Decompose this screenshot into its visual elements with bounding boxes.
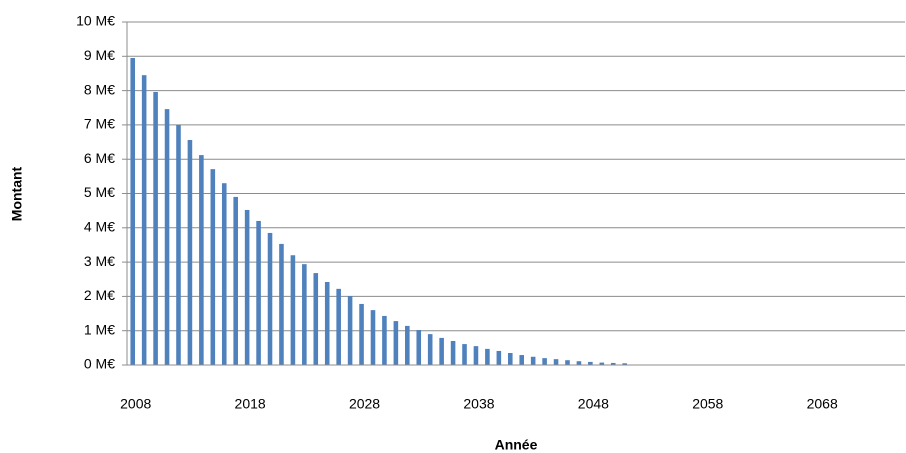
bar: [324, 281, 330, 365]
bar: [244, 209, 250, 365]
bar: [553, 359, 559, 365]
bar: [279, 243, 284, 365]
bar: [302, 264, 307, 365]
bar: [439, 337, 444, 365]
y-tick-label: 1 M€: [84, 321, 115, 337]
x-tick-label: 2068: [807, 396, 838, 412]
bar: [610, 362, 616, 365]
bar: [393, 321, 399, 365]
y-tick-label: 8 M€: [84, 81, 115, 97]
bar: [199, 155, 204, 365]
bar: [210, 169, 216, 365]
bar: [565, 360, 570, 365]
bar: [313, 273, 319, 365]
bar: [176, 124, 181, 366]
bar: [576, 361, 582, 365]
bar: [530, 356, 536, 365]
bar: [496, 350, 502, 365]
bar: [427, 334, 433, 365]
bar: [153, 91, 158, 366]
bar: [359, 303, 364, 365]
bar: [347, 296, 353, 365]
x-tick-label: 2028: [349, 396, 380, 412]
bar: [130, 58, 136, 365]
y-tick-label: 3 M€: [84, 253, 115, 269]
x-tick-label: 2048: [578, 396, 609, 412]
bar: [507, 352, 513, 365]
bar: [599, 362, 605, 365]
bar: [256, 220, 261, 365]
bar: [542, 358, 547, 365]
bar: [290, 255, 296, 365]
bar: [164, 109, 170, 365]
bar: [485, 348, 490, 365]
x-tick-label: 2038: [463, 396, 494, 412]
bar: [462, 344, 467, 365]
y-tick-label: 7 M€: [84, 116, 115, 132]
y-tick-label: 9 M€: [84, 47, 115, 63]
bar: [519, 355, 525, 365]
bar: [588, 361, 593, 365]
bar: [221, 183, 227, 365]
x-axis-title: Année: [495, 437, 538, 453]
y-tick-label: 6 M€: [84, 150, 115, 166]
y-tick-label: 10 M€: [76, 13, 115, 29]
bar: [622, 363, 627, 365]
bar: [233, 196, 238, 365]
y-tick-label: 5 M€: [84, 184, 115, 200]
x-tick-label: 2058: [692, 396, 723, 412]
y-tick-label: 4 M€: [84, 219, 115, 235]
y-axis-title: Montant: [9, 166, 25, 221]
bar: [473, 346, 479, 365]
y-tick-label: 2 M€: [84, 287, 115, 303]
bar: [416, 330, 422, 365]
bar: [141, 75, 147, 365]
bar: [382, 315, 387, 365]
bar: [450, 340, 456, 365]
y-tick-label: 0 M€: [84, 356, 115, 372]
bar: [267, 232, 273, 365]
bar: [405, 325, 410, 365]
bar: [336, 288, 341, 365]
x-tick-label: 2008: [120, 396, 151, 412]
bar: [187, 139, 193, 365]
bar: [370, 310, 376, 365]
x-tick-label: 2018: [235, 396, 266, 412]
